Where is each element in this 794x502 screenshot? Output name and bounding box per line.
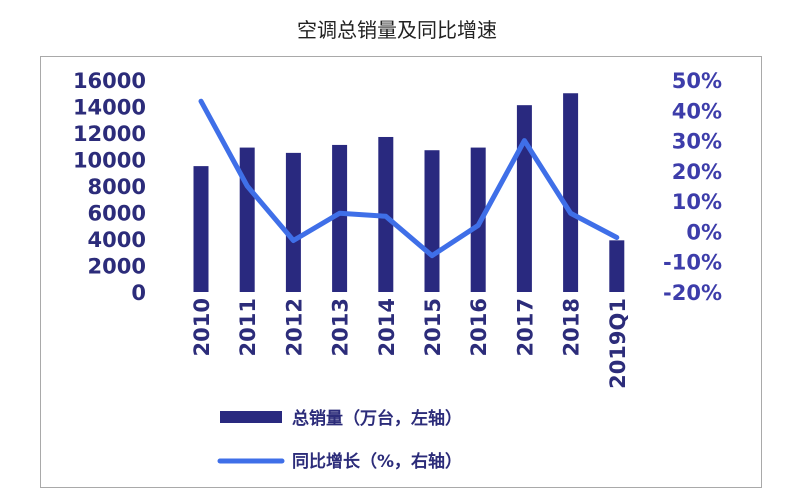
legend-line-label: 同比增长（%，右轴） bbox=[292, 451, 462, 472]
bar-2010 bbox=[193, 166, 209, 292]
x-tick-label: 2015 bbox=[421, 298, 445, 356]
left-tick-label: 14000 bbox=[73, 96, 146, 120]
bar-2012 bbox=[285, 152, 301, 292]
right-tick-label: -20% bbox=[663, 281, 722, 305]
x-tick-label: 2012 bbox=[282, 298, 306, 356]
x-tick-label: 2018 bbox=[560, 298, 584, 356]
left-tick-label: 12000 bbox=[73, 122, 146, 146]
right-tick-label: 30% bbox=[672, 130, 722, 154]
legend-bar-swatch bbox=[220, 411, 282, 423]
bar-2011 bbox=[239, 147, 255, 292]
right-tick-label: 20% bbox=[672, 160, 722, 184]
bar-2015 bbox=[424, 150, 440, 292]
right-tick-label: 40% bbox=[672, 99, 722, 123]
bar-2013 bbox=[332, 144, 348, 292]
left-tick-label: 16000 bbox=[73, 69, 146, 93]
left-tick-label: 8000 bbox=[88, 175, 146, 199]
right-tick-label: -10% bbox=[663, 251, 722, 275]
right-tick-label: 50% bbox=[672, 69, 722, 93]
right-tick-label: 10% bbox=[672, 190, 722, 214]
right-tick-label: 0% bbox=[686, 220, 722, 244]
left-tick-label: 4000 bbox=[88, 228, 146, 252]
legend-bar-label: 总销量（万台，左轴） bbox=[292, 408, 462, 429]
chart-frame bbox=[40, 56, 762, 488]
line-series bbox=[198, 98, 620, 259]
bar-2017 bbox=[516, 105, 532, 292]
x-tick-label: 2016 bbox=[467, 298, 491, 356]
left-tick-label: 6000 bbox=[88, 202, 146, 226]
x-tick-label: 2013 bbox=[329, 298, 353, 356]
x-tick-label: 2014 bbox=[375, 298, 399, 356]
legend: 总销量（万台，左轴） 同比增长（%，右轴） bbox=[217, 408, 462, 472]
bar-2019Q1 bbox=[609, 240, 625, 292]
x-tick-label: 2017 bbox=[513, 298, 537, 356]
growth-line bbox=[198, 98, 620, 259]
left-tick-label: 2000 bbox=[88, 255, 146, 279]
right-axis-ticks: 50% 40% 30% 20% 10% 0% -10% -20% bbox=[663, 69, 722, 305]
left-tick-label: 10000 bbox=[73, 149, 146, 173]
x-tick-label: 2010 bbox=[190, 298, 214, 356]
bar-2018 bbox=[563, 93, 579, 292]
x-axis-ticks: 2010 2011 2012 2013 2014 2015 2016 2017 2018 2019… bbox=[190, 298, 630, 389]
x-tick-label: 2011 bbox=[236, 298, 260, 356]
left-tick-label: 0 bbox=[131, 281, 146, 305]
x-tick-label: 2019Q1 bbox=[606, 298, 630, 389]
chart-title: 空调总销量及同比增速 bbox=[297, 18, 497, 42]
bar-2016 bbox=[470, 147, 486, 292]
